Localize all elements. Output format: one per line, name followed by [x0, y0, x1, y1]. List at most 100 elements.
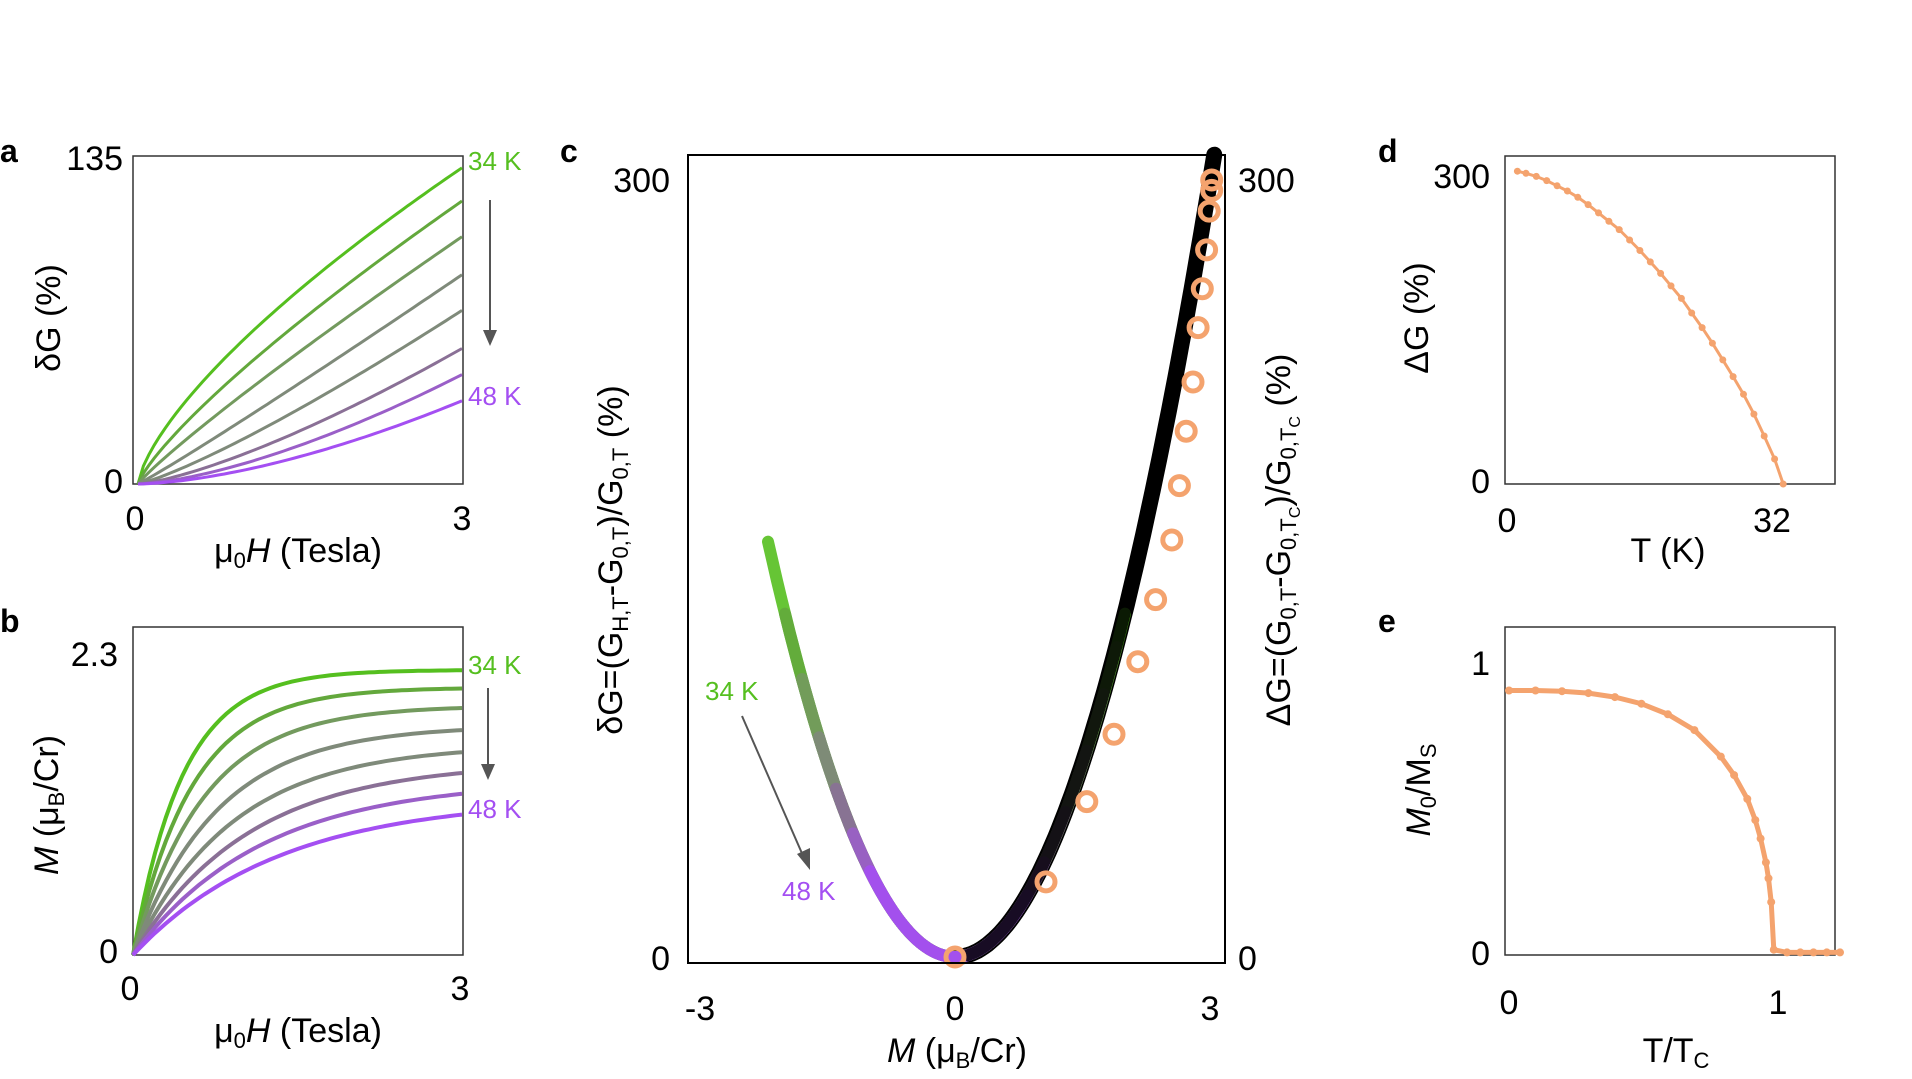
- panel-b-series-4: [131, 750, 463, 956]
- panel-c-circle-7: [1167, 474, 1191, 498]
- panel-c-circle-6: [1160, 528, 1184, 552]
- panel-d-point-7: [1584, 201, 1592, 209]
- panel-c-frame: [687, 154, 1226, 964]
- panel-d-point-15: [1667, 282, 1675, 290]
- panel-d-point-6: [1574, 193, 1582, 201]
- panel-d-point-24: [1760, 432, 1768, 440]
- panel-c-circle-9: [1181, 370, 1205, 394]
- panel-c-circle-12: [1195, 238, 1219, 262]
- panel-c-arrow-line: [741, 715, 805, 859]
- panel-e-xtick-1: 1: [1769, 984, 1788, 1022]
- panel-a-xtick-3: 3: [453, 500, 472, 538]
- panel-a-ylabel: δG (%): [30, 264, 68, 372]
- panel-e-point-21: [1836, 948, 1844, 957]
- panel-a-xtick-0: 0: [126, 500, 145, 538]
- panel-a-ytick-135: 135: [66, 140, 123, 178]
- panel-c-ylabel-left: δG=(GH,T-G0,T)/G0,T (%): [592, 385, 633, 734]
- panel-c-branch-6: [864, 865, 1034, 963]
- panel-e-point-17: [1783, 948, 1791, 957]
- panel-e-point-10: [1743, 794, 1752, 803]
- panel-d-point-21: [1729, 373, 1737, 381]
- panel-a-series-0: [136, 166, 463, 485]
- panel-c-circle-15: [1200, 168, 1224, 192]
- panel-d-point-22: [1740, 390, 1747, 398]
- panel-d-point-2: [1532, 172, 1540, 180]
- panel-b-series-0: [131, 668, 462, 956]
- panel-d-point-10: [1615, 226, 1623, 234]
- panel-b-arrow-head: [481, 764, 495, 780]
- panel-e-point-18: [1796, 948, 1805, 957]
- panel-d-point-18: [1698, 324, 1706, 332]
- panel-b-xtick-0: 0: [121, 970, 140, 1008]
- panel-c-circle-3: [1102, 722, 1126, 746]
- panel-a: a 0 135 0 3 δG (%) μ0H (Tesla) 34 K 48 K: [0, 133, 522, 573]
- panel-d-point-11: [1626, 236, 1634, 244]
- panel-e-point-0: [1505, 686, 1513, 695]
- panel-e-point-5: [1637, 699, 1646, 708]
- panel-a-ytick-0: 0: [104, 463, 123, 501]
- panel-a-temp-bottom: 48 K: [468, 381, 522, 411]
- panel-a-series-3: [137, 273, 463, 486]
- panel-c-circle-10: [1186, 316, 1210, 340]
- panel-d: d 300 0 0 32 ΔG (%) T (K): [1378, 133, 1836, 570]
- panel-d-ytick-300: 300: [1433, 158, 1490, 196]
- panel-d-ylabel: ΔG (%): [1398, 262, 1436, 373]
- panel-c-xlabel: M (μB/Cr): [887, 1032, 1027, 1073]
- panel-d-point-17: [1688, 309, 1696, 317]
- panel-e-ytick-0: 0: [1471, 935, 1490, 973]
- panel-d-point-26: [1779, 480, 1787, 488]
- panel-e-point-6: [1663, 710, 1672, 719]
- panel-a-series-1: [136, 199, 463, 485]
- panel-b-ylabel: M (μB/Cr): [28, 735, 69, 875]
- panel-d-ytick-0: 0: [1471, 463, 1490, 501]
- panel-c-ytick-left-0: 0: [651, 940, 670, 978]
- panel-d-point-5: [1563, 187, 1571, 195]
- panel-a-series-6: [137, 373, 463, 486]
- panel-e-series-group: [1505, 686, 1844, 957]
- panel-b-temp-bottom: 48 K: [468, 794, 522, 824]
- panel-a-arrow-head: [483, 330, 497, 346]
- panel-b-series-group: [131, 668, 463, 957]
- panel-b-series-7: [131, 812, 463, 957]
- panel-c-circle-8: [1174, 419, 1198, 443]
- panel-e-frame: [1504, 626, 1836, 956]
- panel-c-xtick--3: -3: [685, 990, 715, 1028]
- panel-label-c: c: [560, 133, 578, 169]
- panel-d-xtick-32: 32: [1753, 502, 1791, 540]
- panel-b: b 0 2.3 0 3 M (μB/Cr) μ0H (Tesla) 34 K 4…: [0, 603, 522, 1053]
- panel-a-series-4: [137, 309, 463, 486]
- panel-e-point-12: [1756, 834, 1765, 843]
- panel-c-temp-top: 34 K: [705, 676, 759, 706]
- panel-c-black-curve-top: [961, 148, 1221, 962]
- panel-d-point-25: [1771, 455, 1779, 463]
- panel-c-circle-0: [943, 945, 967, 969]
- panel-c-circle-5: [1144, 588, 1168, 612]
- panel-e-ylabel: M0/MS: [1400, 743, 1441, 836]
- panel-a-xlabel: μ0H (Tesla): [214, 532, 382, 573]
- panel-e-point-11: [1751, 816, 1760, 825]
- panel-d-point-19: [1708, 339, 1716, 347]
- panel-c-xtick-0: 0: [946, 990, 965, 1028]
- panel-a-series-5: [137, 347, 463, 486]
- panel-e-point-14: [1764, 874, 1773, 883]
- panel-d-line: [1517, 169, 1785, 485]
- panel-b-xlabel: μ0H (Tesla): [214, 1012, 382, 1053]
- panel-label-b: b: [0, 603, 20, 639]
- panel-e-point-13: [1761, 858, 1770, 867]
- panel-c-circle-13: [1197, 199, 1221, 223]
- panel-label-d: d: [1378, 133, 1398, 169]
- panel-c-ytick-right-300: 300: [1238, 162, 1295, 200]
- panel-c-circle-4: [1126, 650, 1150, 674]
- panel-e-xtick-0: 0: [1500, 984, 1519, 1022]
- panel-b-ytick-0: 0: [99, 933, 118, 971]
- panel-c-ytick-right-0: 0: [1238, 940, 1257, 978]
- panel-c-arrow-head: [797, 848, 810, 870]
- panel-d-point-1: [1522, 169, 1530, 177]
- panel-b-series-2: [131, 706, 463, 956]
- panel-d-point-3: [1543, 177, 1551, 185]
- panel-c-ylabel-right: ΔG=(G0,T-G0,TC)/G0,TC (%): [1260, 354, 1304, 727]
- panel-b-ytick-2.3: 2.3: [71, 636, 118, 674]
- panel-b-frame: [132, 626, 464, 956]
- panel-e-line: [1509, 688, 1840, 955]
- panel-b-series-1: [131, 686, 463, 956]
